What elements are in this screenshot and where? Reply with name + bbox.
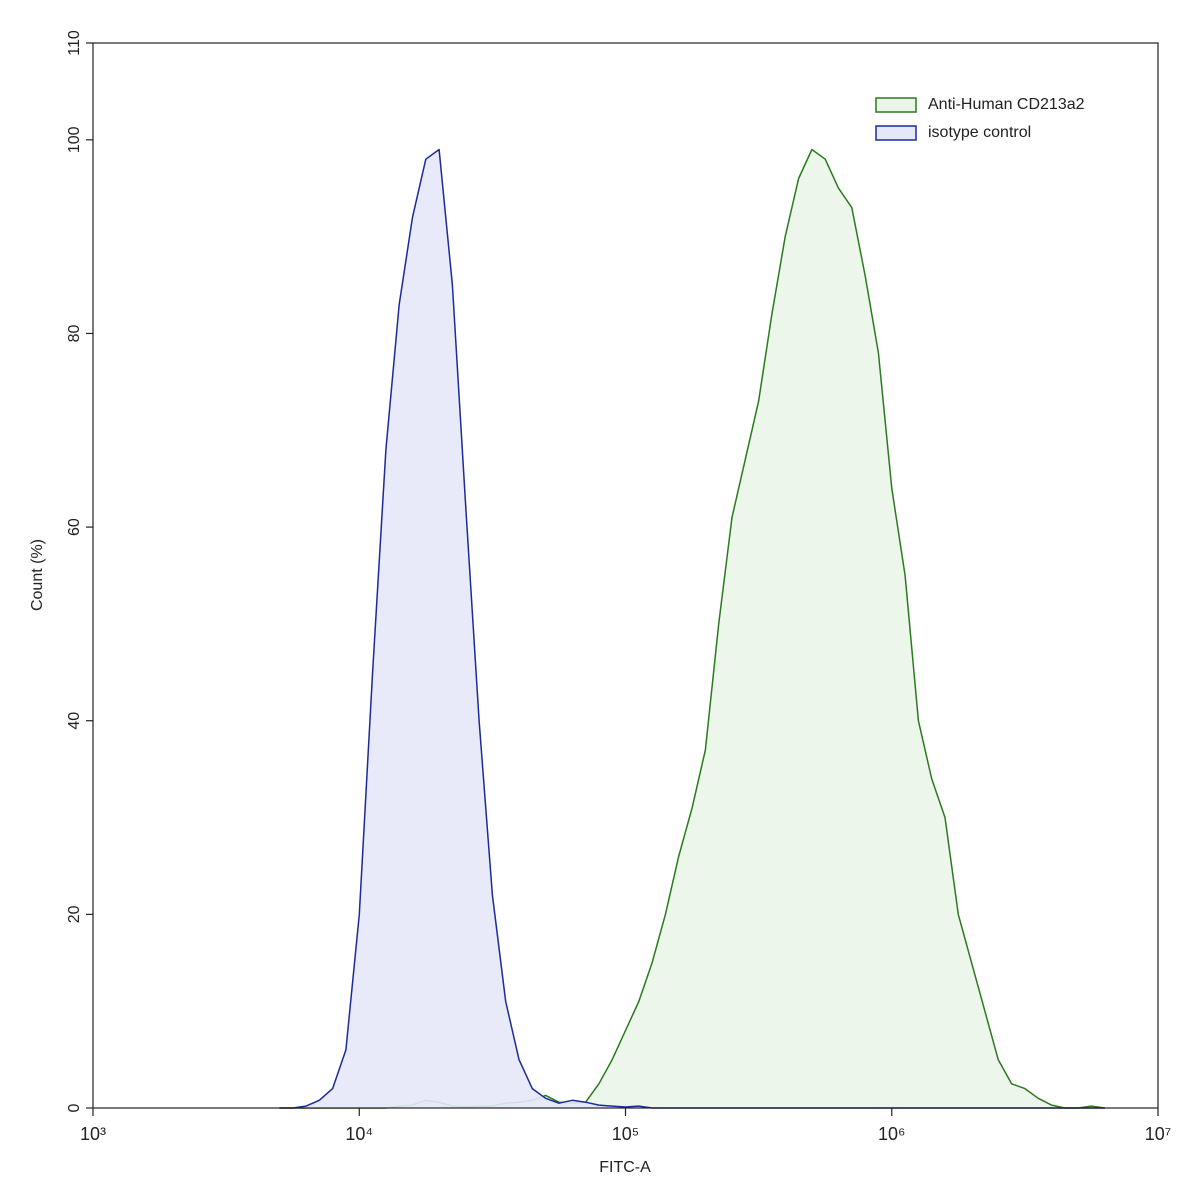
y-tick-label: 100 (66, 126, 83, 153)
legend-swatch (875, 125, 917, 141)
y-tick-label: 0 (66, 1103, 83, 1112)
plot-frame (92, 42, 1159, 1109)
legend-label: isotype control (928, 124, 1031, 141)
x-tick-label: 10⁶ (878, 1124, 905, 1144)
y-tick-label: 110 (66, 30, 83, 56)
x-tick-label: 10³ (80, 1124, 106, 1144)
y-tick-label: 20 (66, 905, 83, 923)
y-tick-label: 40 (66, 712, 83, 730)
y-tick-label: 60 (66, 518, 83, 536)
legend-swatch (875, 97, 917, 113)
y-axis-title: Count (%) (29, 539, 46, 611)
x-tick-label: 10⁵ (612, 1124, 639, 1144)
y-tick-label: 80 (66, 324, 83, 342)
x-tick-label: 10⁴ (345, 1124, 373, 1144)
legend-label: Anti-Human CD213a2 (928, 96, 1085, 113)
x-tick-label: 10⁷ (1145, 1124, 1172, 1144)
area-fill (279, 149, 1105, 1108)
x-axis-title: FITC-A (599, 1159, 651, 1176)
area-fill (279, 149, 1105, 1108)
